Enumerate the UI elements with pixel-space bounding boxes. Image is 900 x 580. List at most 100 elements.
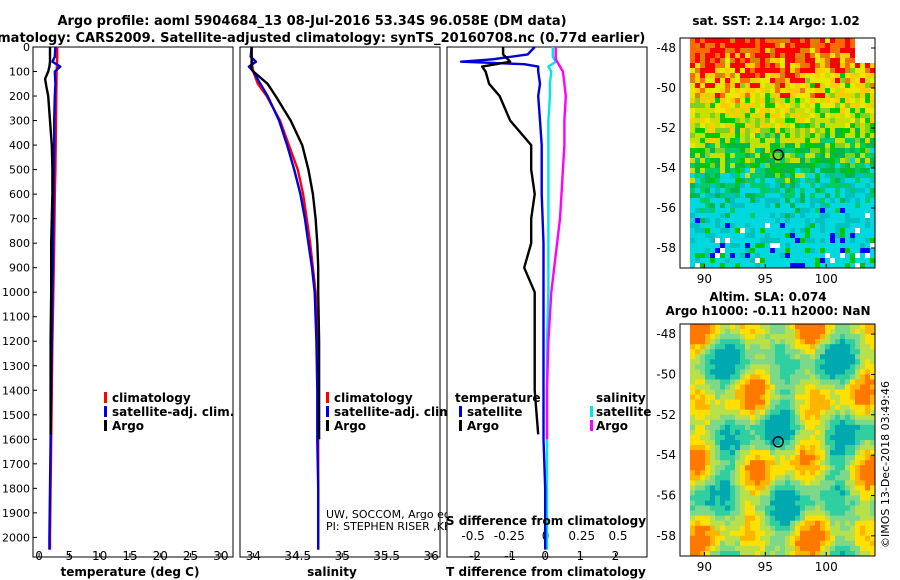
map-cell — [820, 344, 826, 350]
map-cell — [710, 369, 716, 375]
map-cell — [800, 93, 806, 99]
map-cell — [680, 334, 686, 340]
map-cell — [685, 233, 691, 239]
map-cell — [700, 108, 706, 114]
map-cell — [800, 429, 806, 436]
map-cell — [720, 324, 726, 330]
map-cell — [810, 455, 816, 461]
map-cell — [695, 143, 701, 149]
map-cell — [685, 53, 691, 59]
map-cell — [700, 188, 706, 194]
depth-tick-label: 500 — [9, 164, 30, 177]
map-cell — [695, 440, 701, 446]
map-cell — [690, 243, 696, 249]
map-cell — [855, 490, 861, 496]
map-cell — [810, 138, 816, 144]
map-cell — [735, 198, 741, 204]
map-cell — [870, 38, 875, 44]
map-cell — [830, 440, 836, 446]
map-cell — [745, 253, 751, 259]
map-cell — [815, 93, 821, 99]
map-cell — [755, 103, 761, 109]
map-cell — [860, 409, 866, 416]
map-cell — [870, 183, 875, 189]
map-cell — [790, 520, 796, 527]
map-cell — [805, 188, 811, 194]
map-cell — [715, 445, 721, 451]
map-cell — [715, 520, 721, 527]
map-cell — [765, 83, 771, 89]
map-cell — [730, 535, 736, 542]
map-cell — [785, 193, 791, 199]
map-cell — [840, 530, 846, 537]
map-cell — [790, 248, 796, 254]
map-cell — [815, 48, 821, 54]
map-cell — [720, 470, 726, 476]
map-cell — [710, 399, 716, 406]
map-cell — [750, 510, 756, 517]
map-cell — [845, 233, 851, 239]
map-cell — [710, 525, 716, 532]
map-cell — [815, 404, 821, 411]
map-cell — [740, 520, 746, 527]
map-cell — [760, 384, 766, 390]
map-cell — [745, 349, 751, 355]
map-cell — [680, 38, 686, 44]
map-cell — [780, 465, 786, 471]
map-cell — [785, 480, 791, 486]
map-cell — [790, 238, 796, 244]
map-cell — [775, 384, 781, 390]
map-cell — [685, 218, 691, 224]
map-cell — [845, 73, 851, 79]
map-cell — [750, 263, 756, 268]
map-cell — [690, 208, 696, 214]
map-cell — [725, 118, 731, 124]
map-cell — [810, 480, 816, 486]
series-line-argo — [43, 47, 54, 435]
map-cell — [785, 510, 791, 517]
map-cell — [825, 495, 831, 501]
map-cell — [830, 450, 836, 456]
map-cell — [755, 399, 761, 406]
map-cell — [860, 374, 866, 380]
map-cell — [765, 515, 771, 522]
map-cell — [720, 208, 726, 214]
map-cell — [775, 88, 781, 94]
map-cell — [845, 525, 851, 532]
map-cell — [795, 53, 801, 59]
map-cell — [745, 88, 751, 94]
map-cell — [825, 404, 831, 411]
map-cell — [860, 359, 866, 365]
map-cell — [705, 223, 711, 229]
map-cell — [810, 535, 816, 542]
map-cell — [775, 419, 781, 426]
map-cell — [780, 429, 786, 436]
map-cell — [690, 53, 696, 59]
map-cell — [855, 143, 861, 149]
map-cell — [830, 530, 836, 537]
map-cell — [700, 168, 706, 174]
map-cell — [770, 213, 776, 219]
map-cell — [735, 344, 741, 350]
map-cell — [790, 409, 796, 416]
map-cell — [795, 354, 801, 360]
map-cell — [865, 344, 871, 350]
legend-swatch-s-satellite — [590, 406, 593, 417]
map-cell — [850, 213, 856, 219]
map-cell — [790, 379, 796, 385]
map-cell — [800, 520, 806, 527]
map-cell — [830, 183, 836, 189]
map-cell — [685, 103, 691, 109]
map-cell — [715, 419, 721, 426]
map-cell — [835, 63, 841, 69]
map-cell — [790, 384, 796, 390]
map-cell — [870, 228, 875, 234]
map-cell — [780, 399, 786, 406]
map-cell — [690, 545, 696, 552]
map-cell — [685, 540, 691, 547]
map-cell — [850, 404, 856, 411]
map-cell — [780, 369, 786, 375]
map-cell — [820, 515, 826, 522]
map-cell — [830, 545, 836, 552]
map-cell — [760, 173, 766, 179]
